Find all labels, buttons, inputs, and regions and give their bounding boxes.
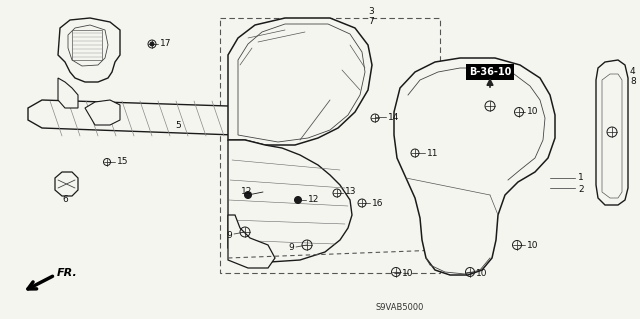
Text: 16: 16 — [372, 198, 383, 207]
Circle shape — [294, 197, 301, 204]
Text: 12: 12 — [308, 195, 319, 204]
Text: 10: 10 — [527, 108, 538, 116]
Circle shape — [244, 191, 252, 198]
Polygon shape — [228, 18, 372, 145]
Text: 3: 3 — [368, 8, 374, 17]
Text: 1: 1 — [578, 174, 584, 182]
Text: 9: 9 — [288, 243, 294, 253]
Polygon shape — [55, 172, 78, 196]
Text: 5: 5 — [175, 121, 180, 130]
Text: 15: 15 — [117, 158, 129, 167]
Text: 12: 12 — [241, 188, 252, 197]
Polygon shape — [596, 60, 628, 205]
Text: 11: 11 — [427, 149, 438, 158]
Text: 8: 8 — [630, 78, 636, 86]
Text: FR.: FR. — [57, 268, 77, 278]
Polygon shape — [394, 58, 555, 275]
Polygon shape — [85, 100, 120, 125]
Text: 6: 6 — [62, 195, 68, 204]
Polygon shape — [228, 140, 352, 262]
Text: S9VAB5000: S9VAB5000 — [376, 303, 424, 313]
Polygon shape — [28, 100, 300, 137]
Text: 7: 7 — [368, 18, 374, 26]
Text: 10: 10 — [527, 241, 538, 250]
Text: 9: 9 — [227, 231, 232, 240]
Text: 17: 17 — [160, 40, 172, 48]
Text: 4: 4 — [630, 68, 636, 77]
Text: B-36-10: B-36-10 — [469, 67, 511, 77]
Circle shape — [150, 42, 154, 46]
Polygon shape — [58, 18, 120, 82]
Text: 14: 14 — [388, 113, 399, 122]
Bar — [470, 90, 510, 122]
Polygon shape — [228, 215, 275, 268]
Text: 2: 2 — [578, 186, 584, 195]
Bar — [220, 18, 440, 273]
Text: 10: 10 — [402, 269, 413, 278]
Text: 13: 13 — [345, 188, 356, 197]
Polygon shape — [58, 78, 78, 108]
Text: 10: 10 — [476, 269, 488, 278]
